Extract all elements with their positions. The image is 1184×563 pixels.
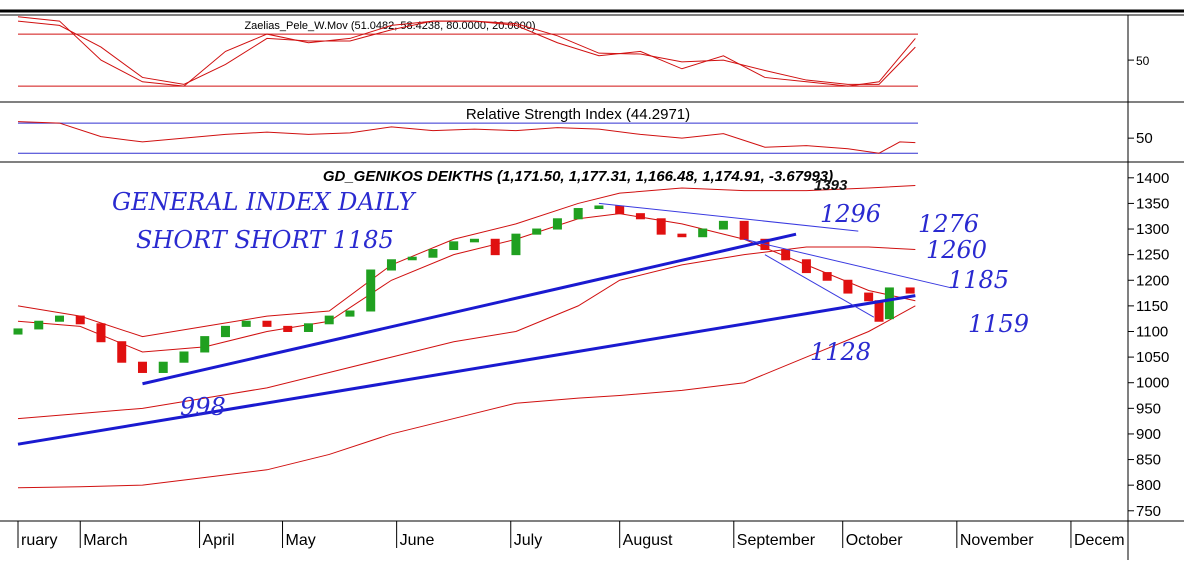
candle bbox=[490, 238, 500, 256]
y-tick-label: 1000 bbox=[1136, 375, 1169, 392]
annotation: 1159 bbox=[968, 310, 1029, 338]
candle bbox=[137, 361, 147, 373]
y-tick-label: 950 bbox=[1136, 400, 1161, 417]
candle bbox=[843, 279, 853, 294]
candle bbox=[75, 315, 85, 325]
candle bbox=[615, 205, 625, 215]
candle bbox=[386, 259, 396, 271]
x-tick-label: September bbox=[737, 532, 816, 549]
candle bbox=[283, 325, 293, 332]
y-tick-label: 50 bbox=[1136, 54, 1150, 68]
y-tick-label: 900 bbox=[1136, 426, 1161, 443]
y-tick-label: 1250 bbox=[1136, 247, 1169, 264]
x-tick-label: March bbox=[83, 532, 127, 549]
annotation: 1185 bbox=[948, 266, 1009, 294]
candle bbox=[220, 325, 230, 338]
candle bbox=[698, 228, 708, 238]
candle bbox=[428, 249, 438, 258]
indicator-line bbox=[17, 121, 916, 154]
candle bbox=[656, 218, 666, 235]
candle bbox=[739, 220, 749, 240]
trend-line bbox=[17, 294, 916, 446]
x-tick-label: November bbox=[960, 532, 1034, 549]
candle bbox=[303, 323, 313, 332]
y-tick-label: 750 bbox=[1136, 503, 1161, 520]
x-tick-label: July bbox=[514, 532, 542, 549]
y-tick-label: 1400 bbox=[1136, 170, 1169, 187]
indicator-line bbox=[17, 20, 916, 85]
panel-title: Relative Strength Index (44.2971) bbox=[466, 106, 690, 123]
y-tick-label: 1350 bbox=[1136, 195, 1169, 212]
candle bbox=[864, 292, 874, 302]
trend-line bbox=[142, 232, 797, 386]
y-tick-label: 1200 bbox=[1136, 272, 1169, 289]
candle bbox=[34, 320, 44, 330]
candle bbox=[573, 208, 583, 220]
x-tick-label: October bbox=[846, 532, 904, 549]
annotation: 1128 bbox=[810, 338, 871, 366]
candle bbox=[179, 351, 189, 363]
y-tick-label: 1050 bbox=[1136, 349, 1169, 366]
annotation: GENERAL INDEX DAILY bbox=[112, 188, 417, 216]
x-tick-label: ruary bbox=[21, 532, 57, 549]
candle bbox=[54, 315, 64, 322]
candle bbox=[96, 323, 106, 343]
band-line bbox=[17, 305, 916, 489]
candle bbox=[822, 272, 832, 281]
candle bbox=[635, 213, 645, 220]
y-tick-label: 1100 bbox=[1136, 323, 1168, 340]
candle bbox=[874, 300, 884, 322]
candle bbox=[552, 218, 562, 230]
annotation: 1393 bbox=[814, 177, 848, 194]
candle bbox=[469, 238, 479, 243]
annotation: 1260 bbox=[926, 236, 987, 264]
y-tick-label: 800 bbox=[1136, 477, 1161, 494]
candle bbox=[884, 287, 894, 320]
y-tick-label: 50 bbox=[1136, 130, 1153, 147]
band-line bbox=[17, 246, 916, 420]
x-tick-label: May bbox=[286, 532, 316, 549]
x-tick-label: June bbox=[400, 532, 435, 549]
y-tick-label: 1300 bbox=[1136, 221, 1169, 238]
band-line bbox=[17, 213, 916, 353]
panel-title: GD_GENIKOS DEIKTHS (1,171.50, 1,177.31, … bbox=[323, 168, 833, 185]
candle bbox=[366, 269, 376, 312]
y-tick-label: 850 bbox=[1136, 452, 1161, 469]
annotation: 1276 bbox=[918, 210, 979, 238]
candle bbox=[781, 249, 791, 261]
candle bbox=[532, 228, 542, 235]
x-tick-label: August bbox=[623, 532, 673, 549]
x-tick-label: April bbox=[203, 532, 235, 549]
trend-line bbox=[744, 238, 952, 289]
trend-line bbox=[598, 202, 859, 232]
candle bbox=[324, 315, 334, 325]
candle bbox=[158, 361, 168, 373]
candle bbox=[262, 320, 272, 327]
candle bbox=[594, 205, 604, 210]
band-line bbox=[17, 184, 916, 338]
annotation: SHORT SHORT 1185 bbox=[136, 226, 394, 254]
trend-line bbox=[764, 254, 875, 318]
y-tick-label: 1150 bbox=[1136, 298, 1168, 315]
x-tick-label: Decem bbox=[1074, 532, 1125, 549]
candle bbox=[13, 328, 23, 335]
candle bbox=[905, 287, 915, 294]
candle bbox=[117, 341, 127, 363]
candle bbox=[677, 233, 687, 238]
candle bbox=[241, 320, 251, 327]
candle bbox=[511, 233, 521, 256]
candle bbox=[718, 220, 728, 230]
candle bbox=[801, 259, 811, 274]
candle bbox=[200, 336, 210, 353]
candle bbox=[345, 310, 355, 317]
candle bbox=[449, 241, 459, 251]
candle bbox=[407, 256, 417, 261]
annotation: 1296 bbox=[820, 200, 881, 228]
annotation: 998 bbox=[180, 393, 226, 421]
